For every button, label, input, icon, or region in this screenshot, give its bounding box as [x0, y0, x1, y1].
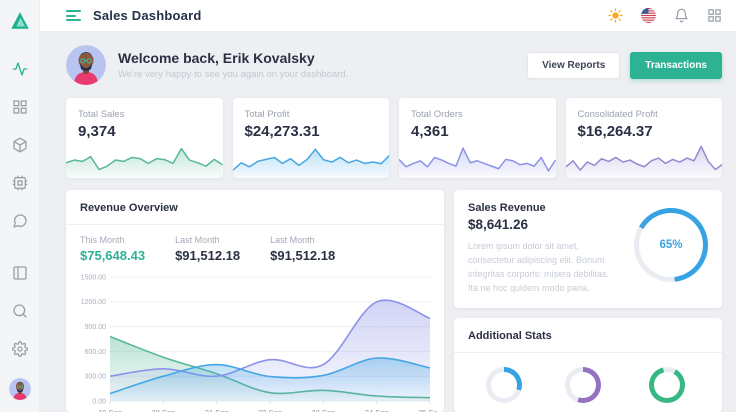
revenue-stats: This Month $75,648.43 Last Month $91,512…	[66, 225, 444, 267]
content: Welcome back, Erik Kovalsky We're very h…	[40, 32, 736, 412]
sales-revenue-donut: 65%	[634, 208, 708, 282]
activity-icon[interactable]	[12, 61, 28, 77]
theme-sun-icon[interactable]	[607, 8, 623, 24]
panel-header: Additional Stats	[454, 318, 722, 353]
sales-revenue-panel: Sales Revenue $8,641.26 Lorem ipsum dolo…	[454, 190, 722, 308]
panels-row: Revenue Overview This Month $75,648.43 L…	[66, 190, 722, 412]
settings-gear-icon[interactable]	[11, 341, 28, 357]
sparkline-chart	[66, 136, 223, 178]
search-icon[interactable]	[12, 303, 28, 319]
notifications-bell-icon[interactable]	[673, 8, 689, 24]
welcome-title: Welcome back, Erik Kovalsky	[118, 50, 315, 66]
svg-text:0.00: 0.00	[92, 398, 106, 405]
stat-new-deals: 264 New Deals	[482, 366, 526, 412]
stat-cards-row: Total Sales 9,374 Total Profit $24,273.3…	[66, 98, 722, 178]
svg-text:20 Sep: 20 Sep	[151, 408, 175, 412]
app-logo-icon[interactable]	[9, 10, 31, 32]
welcome-subtitle: We're very happy to see you again on you…	[118, 69, 349, 80]
welcome-text: Welcome back, Erik Kovalsky We're very h…	[118, 50, 348, 80]
view-reports-button[interactable]: View Reports	[527, 51, 621, 79]
svg-text:900.00: 900.00	[85, 324, 107, 331]
stat-card-consolidated-profit[interactable]: Consolidated Profit $16,264.37	[565, 98, 722, 178]
cpu-icon[interactable]	[12, 175, 28, 191]
stat-value: $91,512.18	[270, 248, 336, 263]
stat-card-total-orders[interactable]: Total Orders 4,361	[399, 98, 556, 178]
sparkline-chart	[232, 136, 389, 178]
new-deals-donut	[486, 366, 523, 403]
sales-revenue-value: $8,641.26	[468, 217, 529, 232]
box-icon[interactable]	[12, 137, 28, 153]
revenue-stat-this-month: This Month $75,648.43	[80, 235, 145, 263]
stat-value: $16,264.37	[577, 123, 653, 140]
panel-title: Revenue Overview	[80, 202, 178, 214]
stat-value: 3,078	[651, 411, 682, 412]
svg-text:25 Sep: 25 Sep	[418, 408, 438, 412]
stat-closed-deals: 3,078 Closed Deals	[640, 366, 694, 412]
additional-stats-body: 264 New Deals 1,203 Proposals 3,078 Clos…	[454, 353, 722, 412]
stat-label: This Month	[80, 235, 125, 245]
welcome-row: Welcome back, Erik Kovalsky We're very h…	[66, 40, 722, 90]
revenue-overview-panel: Revenue Overview This Month $75,648.43 L…	[66, 190, 444, 412]
topbar: Sales Dashboard	[40, 0, 736, 32]
dashboard-grid-icon[interactable]	[12, 99, 28, 115]
stat-label: Consolidated Profit	[577, 109, 658, 120]
welcome-actions: View Reports Transactions	[527, 51, 722, 79]
panel-header: Revenue Overview	[66, 190, 444, 225]
svg-text:1200.00: 1200.00	[81, 299, 106, 306]
stat-label: Last Month	[270, 235, 315, 245]
stat-card-total-profit[interactable]: Total Profit $24,273.31	[232, 98, 389, 178]
svg-text:300.00: 300.00	[85, 374, 107, 381]
topbar-actions	[607, 8, 722, 24]
sparkline-chart	[565, 136, 722, 178]
sales-revenue-text: Sales Revenue $8,641.26 Lorem ipsum dolo…	[468, 202, 634, 296]
stat-value: 4,361	[411, 123, 449, 140]
hamburger-menu-icon[interactable]	[66, 10, 81, 21]
chat-icon[interactable]	[12, 213, 28, 229]
page-title: Sales Dashboard	[93, 8, 202, 23]
sidebar	[0, 0, 40, 412]
language-us-flag-icon[interactable]	[640, 8, 656, 24]
closed-deals-donut	[648, 366, 685, 403]
svg-text:23 Sep: 23 Sep	[311, 408, 335, 412]
stat-value: 264	[494, 411, 515, 412]
stat-label: Total Profit	[244, 109, 290, 120]
svg-text:600.00: 600.00	[85, 349, 107, 356]
sales-revenue-body: Sales Revenue $8,641.26 Lorem ipsum dolo…	[454, 190, 722, 308]
stat-value: $91,512.18	[175, 248, 241, 263]
sales-revenue-description: Lorem ipsum dolor sit amet, consectetur …	[468, 241, 610, 293]
stat-proposals: 1,203 Proposals	[563, 366, 603, 412]
layout-panel-icon[interactable]	[12, 265, 28, 281]
svg-text:21 Sep: 21 Sep	[205, 408, 229, 412]
donut-hole	[639, 213, 703, 277]
svg-text:24 Sep: 24 Sep	[365, 408, 389, 412]
stat-label: Total Sales	[78, 109, 125, 120]
user-avatar[interactable]	[66, 45, 106, 85]
panel-title: Additional Stats	[468, 329, 552, 342]
stat-value: 9,374	[78, 123, 116, 140]
revenue-stat-last-month-2: Last Month $91,512.18	[270, 235, 335, 263]
revenue-area-chart: 0.00 300.00 600.00 900.00 1200.00 1500.00 19 S…	[74, 271, 442, 412]
stat-card-total-sales[interactable]: Total Sales 9,374	[66, 98, 223, 178]
sidebar-bottom-group	[8, 254, 31, 400]
right-column: Sales Revenue $8,641.26 Lorem ipsum dolo…	[454, 190, 722, 412]
svg-text:1500.00: 1500.00	[81, 274, 106, 281]
sparkline-chart	[399, 136, 556, 178]
stat-label: Total Orders	[411, 109, 463, 120]
svg-text:22 Sep: 22 Sep	[258, 408, 282, 412]
stat-value: $24,273.31	[244, 123, 320, 140]
stat-value: 1,203	[567, 411, 598, 412]
revenue-stat-last-month-1: Last Month $91,512.18	[175, 235, 240, 263]
additional-stats-panel: Additional Stats 264 New Deals 1,203 Pro…	[454, 317, 722, 412]
proposals-donut	[564, 366, 601, 403]
stat-value: $75,648.43	[80, 248, 146, 263]
stat-label: Last Month	[175, 235, 220, 245]
sidebar-user-avatar[interactable]	[8, 378, 31, 400]
transactions-button[interactable]: Transactions	[630, 51, 722, 79]
apps-grid-icon[interactable]	[706, 8, 722, 24]
donut-percent-label: 65%	[659, 239, 683, 251]
panel-title: Sales Revenue	[468, 202, 546, 214]
main-area: Sales Dashboard Welcome back, Erik Koval…	[40, 0, 736, 412]
svg-text:19 Sep: 19 Sep	[98, 408, 122, 412]
